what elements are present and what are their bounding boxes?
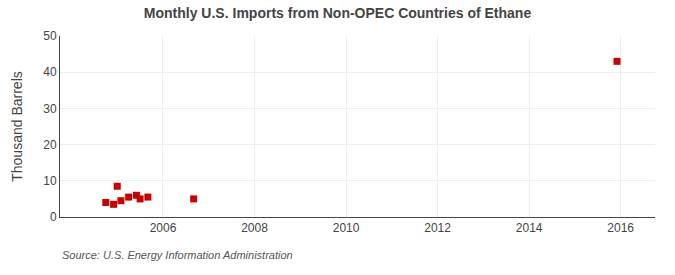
svg-text:0: 0 [50, 210, 57, 224]
svg-text:2016: 2016 [607, 221, 634, 235]
svg-text:40: 40 [43, 65, 57, 79]
svg-text:20: 20 [43, 138, 57, 152]
svg-text:Source: U.S. Energy Informatio: Source: U.S. Energy Information Administ… [62, 249, 293, 261]
svg-text:Thousand Barrels: Thousand Barrels [9, 71, 25, 182]
svg-text:2014: 2014 [516, 221, 543, 235]
svg-text:2008: 2008 [241, 221, 268, 235]
svg-text:2010: 2010 [333, 221, 360, 235]
svg-text:Monthly U.S. Imports from Non-: Monthly U.S. Imports from Non-OPEC Count… [144, 5, 532, 21]
svg-text:50: 50 [43, 29, 57, 43]
svg-text:2012: 2012 [424, 221, 451, 235]
svg-text:2006: 2006 [150, 221, 177, 235]
svg-text:10: 10 [43, 174, 57, 188]
svg-text:30: 30 [43, 102, 57, 116]
